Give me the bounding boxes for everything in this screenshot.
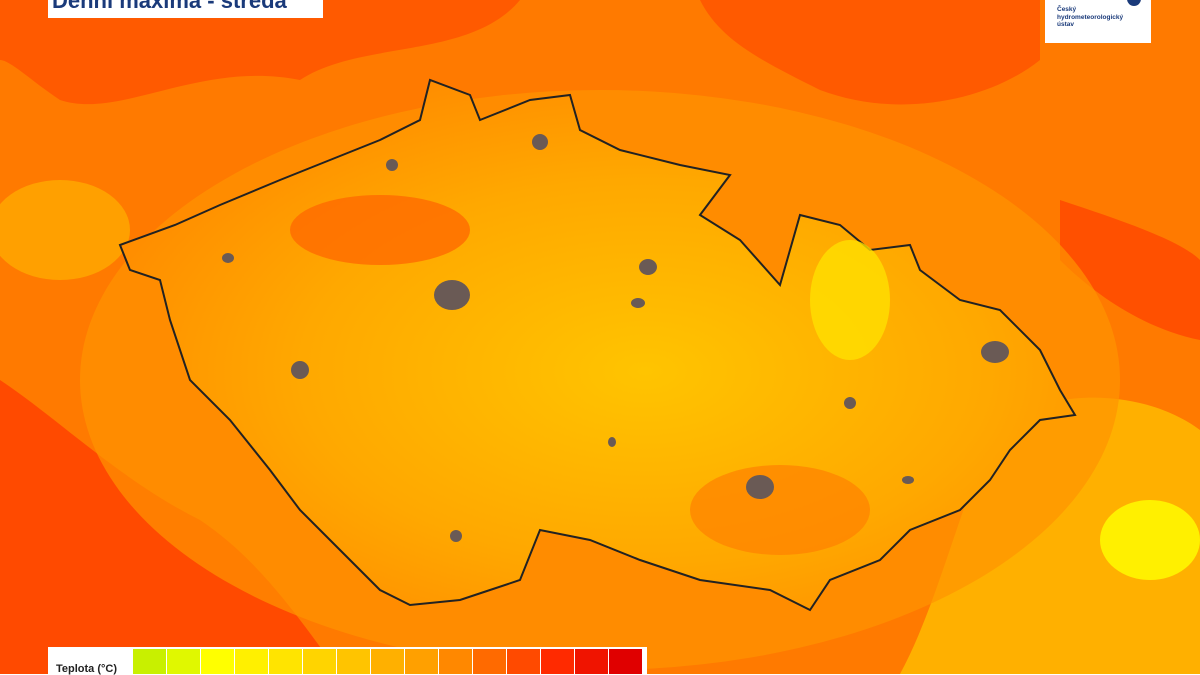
city: [902, 476, 914, 484]
city: [639, 259, 657, 275]
legend-swatch: [438, 649, 472, 674]
city: [291, 361, 309, 379]
city: [608, 437, 616, 447]
logo-mark: [1127, 0, 1141, 6]
city: [532, 134, 548, 150]
legend-title: Teplota (°C): [56, 663, 118, 675]
warm-area: [290, 195, 470, 265]
legend-swatch: [608, 649, 642, 674]
city: [746, 475, 774, 499]
city: [450, 530, 462, 542]
city: [844, 397, 856, 409]
legend-swatch: [574, 649, 608, 674]
cool-area: [810, 240, 890, 360]
city: [222, 253, 234, 263]
warm-area: [700, 0, 1040, 105]
cool-area: [0, 180, 130, 280]
logo: Český hydrometeorologický ústav: [1045, 0, 1151, 43]
cool-area: [900, 397, 1200, 674]
map-title: Denní maxima - středa: [52, 0, 287, 13]
warm-area: [1060, 200, 1200, 340]
legend-swatch: [472, 649, 506, 674]
legend-swatch: [404, 649, 438, 674]
city: [981, 341, 1009, 363]
legend-swatch: [336, 649, 370, 674]
title-box: Denní maxima - středa: [48, 0, 323, 18]
cool-area: [1100, 500, 1200, 580]
legend-swatch: [540, 649, 574, 674]
legend-swatch: [132, 649, 166, 674]
legend-swatch: [200, 649, 234, 674]
legend-swatch: [166, 649, 200, 674]
warm-area: [690, 465, 870, 555]
city: [631, 298, 645, 308]
legend-swatch: [302, 649, 336, 674]
legend-swatch: [234, 649, 268, 674]
legend-swatch: [370, 649, 404, 674]
legend-swatch: [506, 649, 540, 674]
city: [434, 280, 470, 310]
city: [386, 159, 398, 171]
cities: [222, 134, 1009, 542]
legend-swatch: [268, 649, 302, 674]
logo-text: Český hydrometeorologický ústav: [1057, 6, 1124, 28]
legend: Teplota (°C): [48, 647, 647, 675]
warm-area: [0, 0, 520, 105]
